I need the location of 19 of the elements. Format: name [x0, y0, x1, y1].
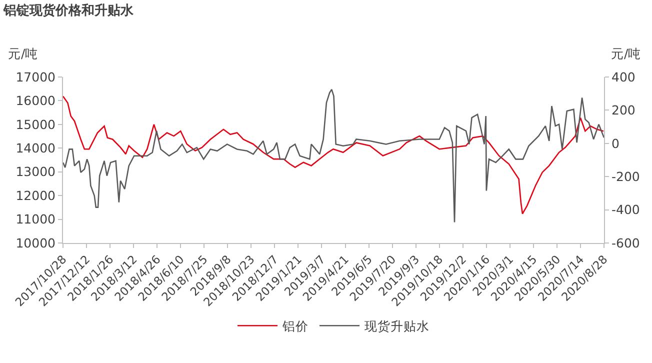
y-tick-label: 13000 — [16, 164, 56, 180]
legend-label: 铝价 — [282, 318, 308, 334]
y2-tick-label: -200 — [612, 168, 640, 184]
y-tick-label: 14000 — [16, 140, 56, 156]
y-tick-label: 11000 — [16, 212, 56, 227]
y2-tick-label: -600 — [612, 235, 640, 250]
y-tick-label: 17000 — [16, 69, 56, 84]
y-tick-label: 10000 — [16, 235, 56, 250]
y-tick-label: 12000 — [16, 188, 56, 203]
y-axis-title: 元/吨 — [8, 46, 38, 61]
y-tick-label: 15000 — [16, 116, 56, 132]
legend-label: 现货升贴水 — [364, 318, 430, 334]
y2-tick-label: 400 — [612, 69, 636, 84]
y2-axis-title: 元/吨 — [611, 46, 642, 61]
y2-tick-label: 200 — [612, 102, 636, 118]
y2-tick-label: -400 — [612, 202, 640, 218]
chart-title: 铝锭现货价格和升贴水 — [2, 2, 134, 19]
y-tick-label: 16000 — [16, 93, 56, 108]
y2-tick-label: 0 — [612, 136, 620, 151]
